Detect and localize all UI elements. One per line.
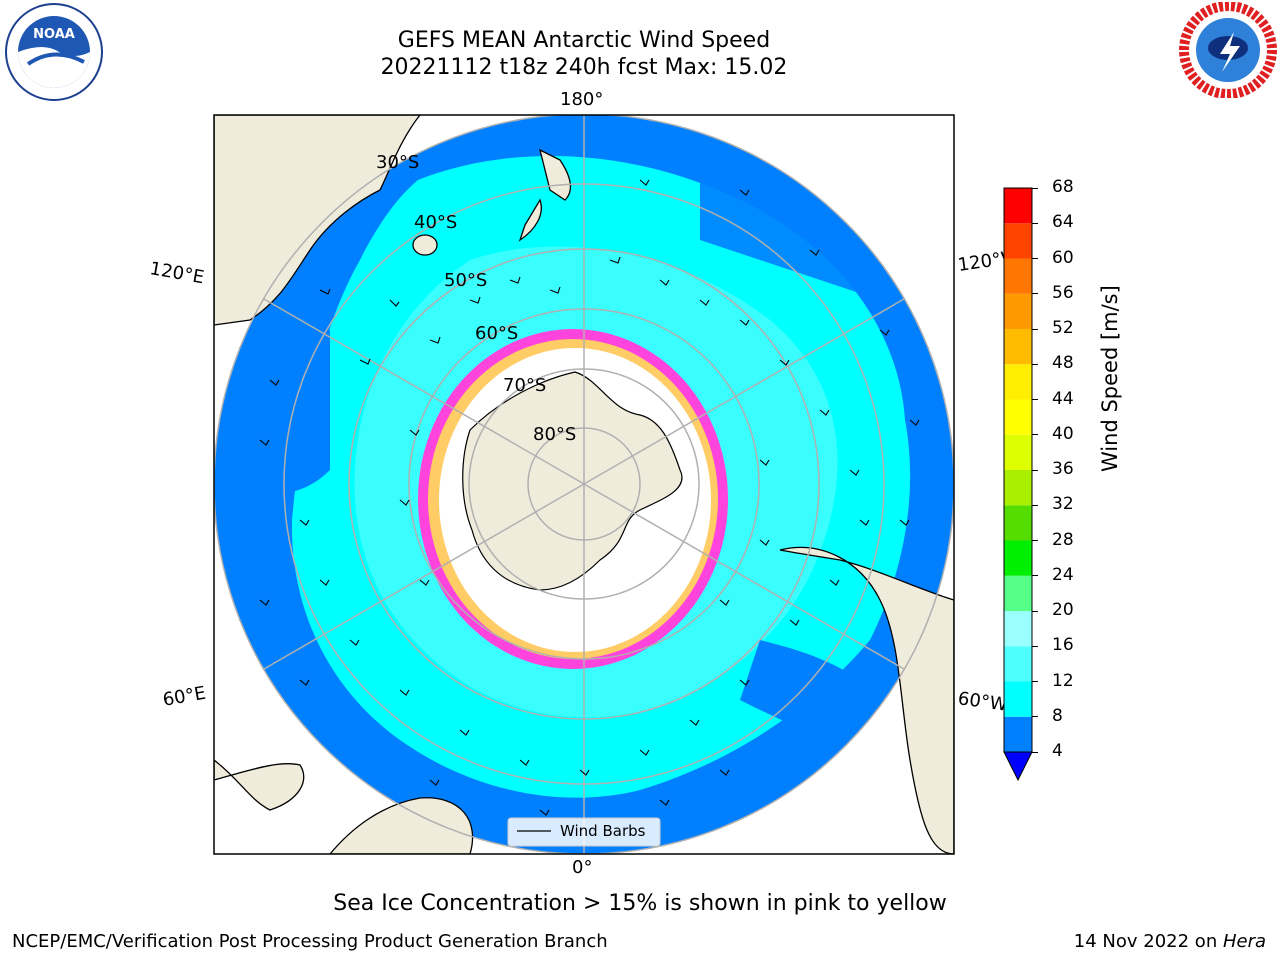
- noaa-logo-text: NOAA: [33, 27, 75, 42]
- colorbar-segment: [1004, 646, 1032, 682]
- colorbar-segment: [1004, 611, 1032, 647]
- colorbar-tick-mark: [1032, 540, 1038, 541]
- colorbar-tick-label: 4: [1052, 741, 1063, 761]
- colorbar-segment: [1004, 575, 1032, 611]
- colorbar-tick-mark: [1032, 434, 1038, 436]
- colorbar-tick-label: 8: [1052, 705, 1063, 726]
- colorbar-tick-mark: [1032, 222, 1038, 224]
- sea-ice-note: Sea Ice Concentration > 15% is shown in …: [333, 891, 947, 916]
- chart-subtitle: 20221112 t18z 240h fcst Max: 15.02: [380, 55, 788, 80]
- lat-label-80s: 80°S: [533, 424, 577, 445]
- colorbar-segment: [1004, 399, 1032, 435]
- colorbar-tick-label: 48: [1052, 353, 1074, 374]
- colorbar-segment: [1004, 470, 1032, 506]
- colorbar-tick-mark: [1032, 575, 1038, 577]
- colorbar-tick-label: 20: [1052, 600, 1074, 620]
- colorbar-tick-mark: [1032, 610, 1038, 612]
- colorbar-segment: [1004, 293, 1032, 329]
- colorbar-tick-label: 56: [1052, 282, 1074, 303]
- colorbar-tick-label: 40: [1052, 423, 1074, 444]
- colorbar-tick-mark: [1032, 469, 1038, 471]
- colorbar-segment: [1004, 258, 1032, 294]
- colorbar-segment: [1004, 681, 1032, 717]
- colorbar-tick-mark: [1032, 399, 1038, 400]
- colorbar-segment: [1004, 188, 1032, 224]
- colorbar-tick-label: 16: [1052, 635, 1074, 656]
- wind-barbs: [259, 179, 920, 816]
- lat-label-70s: 70°S: [503, 375, 547, 396]
- chart-title: GEFS MEAN Antarctic Wind Speed: [397, 28, 771, 53]
- noaa-logo: NOAA: [5, 3, 103, 101]
- legend-label: Wind Barbs: [560, 822, 646, 840]
- colorbar-tick-label: 32: [1052, 494, 1074, 515]
- colorbar-tick-mark: [1032, 187, 1038, 189]
- colorbar-segment: [1004, 364, 1032, 400]
- colorbar-tick-mark: [1032, 504, 1038, 506]
- lat-label-50s: 50°S: [444, 270, 488, 291]
- legend-box: [507, 817, 661, 847]
- colorbar-segment: [1004, 434, 1032, 470]
- colorbar-tick-label: 12: [1052, 670, 1074, 691]
- colorbar-tick-mark: [1032, 293, 1038, 295]
- footer-credit: NCEP/EMC/Verification Post Processing Pr…: [12, 931, 608, 952]
- lat-label-40s: 40°S: [414, 212, 458, 233]
- colorbar-tick-label: 60: [1052, 247, 1074, 268]
- nws-logo: [1179, 2, 1277, 98]
- colorbar-tick-mark: [1032, 645, 1038, 647]
- colorbar-tick-mark: [1032, 328, 1038, 330]
- colorbar-segment: [1004, 505, 1032, 541]
- colorbar-tick-mark: [1032, 681, 1038, 682]
- colorbar-tick-mark: [1032, 751, 1038, 753]
- graticule: [214, 115, 954, 854]
- colorbar-tick-mark: [1032, 716, 1038, 718]
- colorbar-segment: [1004, 223, 1032, 259]
- colorbar-tick-mark: [1032, 363, 1038, 365]
- continents: [214, 115, 954, 854]
- colorbar-segment: [1004, 716, 1032, 752]
- colorbar-under-arrow: [1003, 751, 1033, 782]
- colorbar-tick-label: 44: [1052, 388, 1074, 409]
- colorbar-tick-label: 24: [1052, 564, 1074, 585]
- colorbar-tick-label: 36: [1052, 459, 1074, 479]
- lon-label-180: 180°: [560, 89, 604, 110]
- colorbar-segment: [1004, 540, 1032, 576]
- lat-label-30s: 30°S: [376, 152, 420, 173]
- colorbar-tick-mark: [1032, 258, 1038, 259]
- colorbar-tick-label: 64: [1052, 212, 1074, 233]
- colorbar-tick-label: 52: [1052, 318, 1074, 338]
- footer-date: 14 Nov 2022 on Hera: [1074, 931, 1266, 952]
- colorbar: [1003, 187, 1033, 782]
- colorbar-tick-label: 28: [1052, 529, 1074, 550]
- colorbar-label: Wind Speed [m/s]: [1098, 285, 1122, 472]
- lat-label-60s: 60°S: [475, 323, 519, 344]
- map-frame: [213, 114, 955, 855]
- colorbar-tick-label: 68: [1052, 177, 1074, 197]
- lon-label-0: 0°: [572, 857, 593, 878]
- footer-date-text: 14 Nov 2022 on: [1073, 931, 1223, 952]
- footer-host: Hera: [1222, 931, 1266, 952]
- colorbar-segment: [1004, 329, 1032, 365]
